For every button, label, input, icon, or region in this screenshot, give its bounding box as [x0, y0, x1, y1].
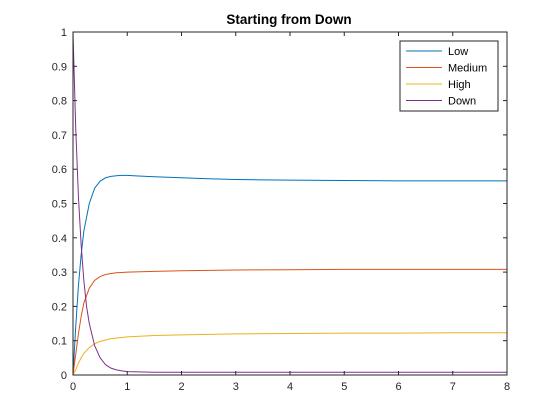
legend-label-down: Down [448, 96, 476, 108]
chart-title: Starting from Down [226, 12, 351, 27]
y-tick-label: 0.4 [52, 233, 67, 245]
y-tick-label: 0.2 [52, 301, 67, 313]
x-tick-label: 6 [395, 381, 401, 393]
y-tick-label: 0.1 [52, 336, 67, 348]
y-tick-label: 0.5 [52, 199, 67, 211]
y-tick-label: 1 [61, 27, 67, 39]
legend: Low Medium High Down [399, 40, 499, 112]
x-tick-label: 5 [341, 381, 347, 393]
x-tick-label: 8 [504, 381, 510, 393]
x-tick-label: 1 [124, 381, 130, 393]
legend-label-low: Low [448, 46, 468, 58]
legend-label-medium: Medium [448, 63, 487, 75]
y-tick-label: 0 [61, 370, 67, 382]
series-line-down [72, 31, 508, 373]
y-tick-label: 0.3 [52, 267, 67, 279]
series-line-low [72, 174, 508, 376]
series-line-medium [72, 268, 508, 376]
x-tick-label: 3 [233, 381, 239, 393]
y-tick-label: 0.9 [52, 61, 67, 73]
series-line-high [72, 332, 508, 376]
legend-label-high: High [448, 79, 471, 91]
y-tick-label: 0.7 [52, 130, 67, 142]
x-tick-label: 7 [450, 381, 456, 393]
x-tick-label: 4 [287, 381, 293, 393]
x-tick-label: 0 [70, 381, 76, 393]
legend-box [399, 40, 499, 112]
y-tick-label: 0.6 [52, 164, 67, 176]
x-tick-label: 2 [178, 381, 184, 393]
y-tick-label: 0.8 [52, 96, 67, 108]
